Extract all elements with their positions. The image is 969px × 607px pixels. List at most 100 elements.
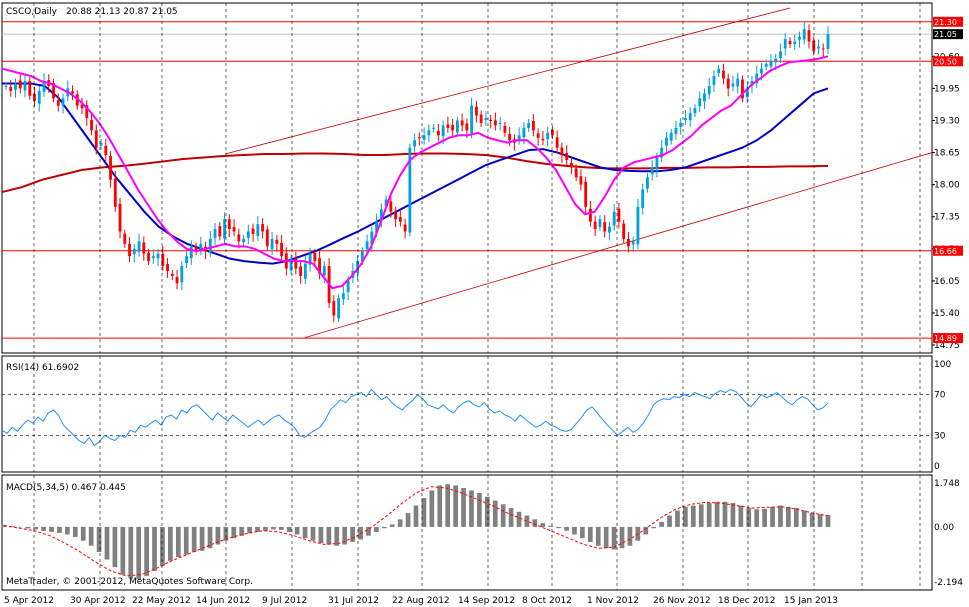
macd-bar-32 [255, 526, 260, 532]
candle-body-2 [14, 83, 17, 90]
candle-body-133 [636, 206, 640, 245]
candle-body-12 [61, 98, 65, 106]
macd-bar-30 [239, 526, 245, 536]
candle-body-5 [28, 81, 32, 96]
macd-bar-84 [667, 515, 672, 527]
candle-body-165 [788, 41, 792, 45]
macd-bar-29 [231, 526, 237, 539]
candle-body-84 [403, 224, 407, 232]
candle-body-140 [669, 132, 673, 141]
macd-bar-6 [49, 526, 54, 532]
candle-body-48 [232, 227, 236, 232]
macd-bar-75 [595, 526, 601, 546]
candle-body-135 [646, 177, 649, 189]
macd-bar-57 [453, 485, 458, 527]
candle-body-103 [493, 120, 497, 126]
candle-body-122 [584, 181, 588, 207]
price-ytick-label-8: 15.40 [934, 309, 960, 319]
macd-bar-26 [207, 526, 213, 549]
candle-body-161 [769, 61, 773, 67]
candle-body-120 [574, 168, 578, 178]
macd-bar-104 [825, 515, 831, 527]
candle-body-55 [265, 229, 269, 247]
sma-slow-line [1, 152, 829, 194]
candle-body-139 [665, 137, 668, 146]
macd-bar-8 [65, 526, 70, 535]
macd-bar-66 [524, 515, 530, 527]
macd-bar-69 [548, 525, 554, 527]
macd-bar-86 [683, 506, 688, 527]
macd-bar-44 [350, 526, 355, 542]
candle-body-104 [498, 122, 502, 124]
candle-body-145 [693, 108, 697, 114]
macd-bar-63 [500, 504, 506, 527]
candle-body-150 [717, 68, 721, 74]
candle-body-155 [741, 79, 744, 99]
candle-body-173 [826, 34, 830, 49]
macd-bar-78 [619, 526, 625, 549]
candle-body-131 [627, 238, 630, 247]
macd-bar-68 [540, 523, 546, 527]
candle-body-43 [208, 238, 212, 253]
macd-bar-23 [183, 526, 189, 555]
candle-body-151 [722, 70, 725, 79]
candle-body-172 [821, 48, 825, 50]
macd-bar-77 [611, 526, 617, 550]
macd-bar-11 [88, 526, 94, 546]
macd-bar-87 [690, 505, 696, 527]
candle-body-116 [555, 137, 559, 148]
candle-body-113 [541, 138, 545, 141]
candle-body-91 [436, 130, 440, 136]
candle-body-78 [375, 221, 379, 233]
candle-body-14 [71, 91, 74, 94]
candle-body-47 [227, 219, 231, 230]
candle-body-19 [94, 130, 98, 148]
candle-body-110 [527, 122, 531, 128]
candle-body-134 [641, 189, 645, 208]
candle-body-149 [712, 76, 716, 85]
candle-body-27 [132, 248, 136, 255]
macd-bar-72 [572, 526, 577, 535]
candle-body-152 [726, 78, 730, 89]
candle-body-51 [246, 231, 250, 238]
level-tag-0 [933, 16, 963, 27]
candle-body-136 [650, 167, 654, 175]
rsi-line [1, 388, 829, 447]
macd-bar-89 [706, 503, 712, 527]
candle-body-95 [455, 120, 459, 133]
candle-body-167 [798, 36, 801, 40]
candle-body-53 [256, 224, 260, 236]
candle-body-50 [242, 238, 245, 243]
candle-body-85 [408, 147, 412, 233]
macd-bar-5 [41, 526, 46, 531]
candle-body-114 [546, 132, 550, 140]
candle-body-92 [441, 125, 445, 137]
candle-body-64 [308, 253, 312, 265]
copyright-text: MetaTrader, © 2001-2012, MetaQuotes Soft… [6, 577, 253, 587]
macd-ytick-label-0: 1.748 [934, 479, 960, 489]
candle-body-100 [479, 114, 483, 123]
candle-body-132 [631, 241, 635, 245]
candle-body-33 [161, 253, 165, 267]
candle-body-38 [185, 256, 188, 264]
candle-body-89 [427, 130, 431, 136]
candle-body-46 [223, 219, 226, 239]
candle-body-23 [113, 178, 117, 207]
macd-bar-98 [778, 505, 783, 527]
macd-bar-31 [247, 526, 252, 534]
macd-bar-3 [25, 526, 31, 529]
candle-body-11 [56, 100, 60, 106]
candle-body-67 [322, 266, 326, 276]
macd-bar-54 [429, 490, 435, 527]
macd-bar-25 [199, 526, 205, 551]
price-ytick-label-1: 19.95 [934, 84, 960, 94]
macd-bar-18 [144, 526, 149, 576]
candle-body-130 [622, 223, 626, 239]
candle-body-25 [123, 233, 127, 244]
candle-body-141 [674, 127, 678, 134]
sma-mid-line [2, 82, 829, 265]
current-price-tag [933, 29, 963, 40]
candle-body-22 [109, 156, 112, 180]
price-frame [1, 2, 933, 354]
